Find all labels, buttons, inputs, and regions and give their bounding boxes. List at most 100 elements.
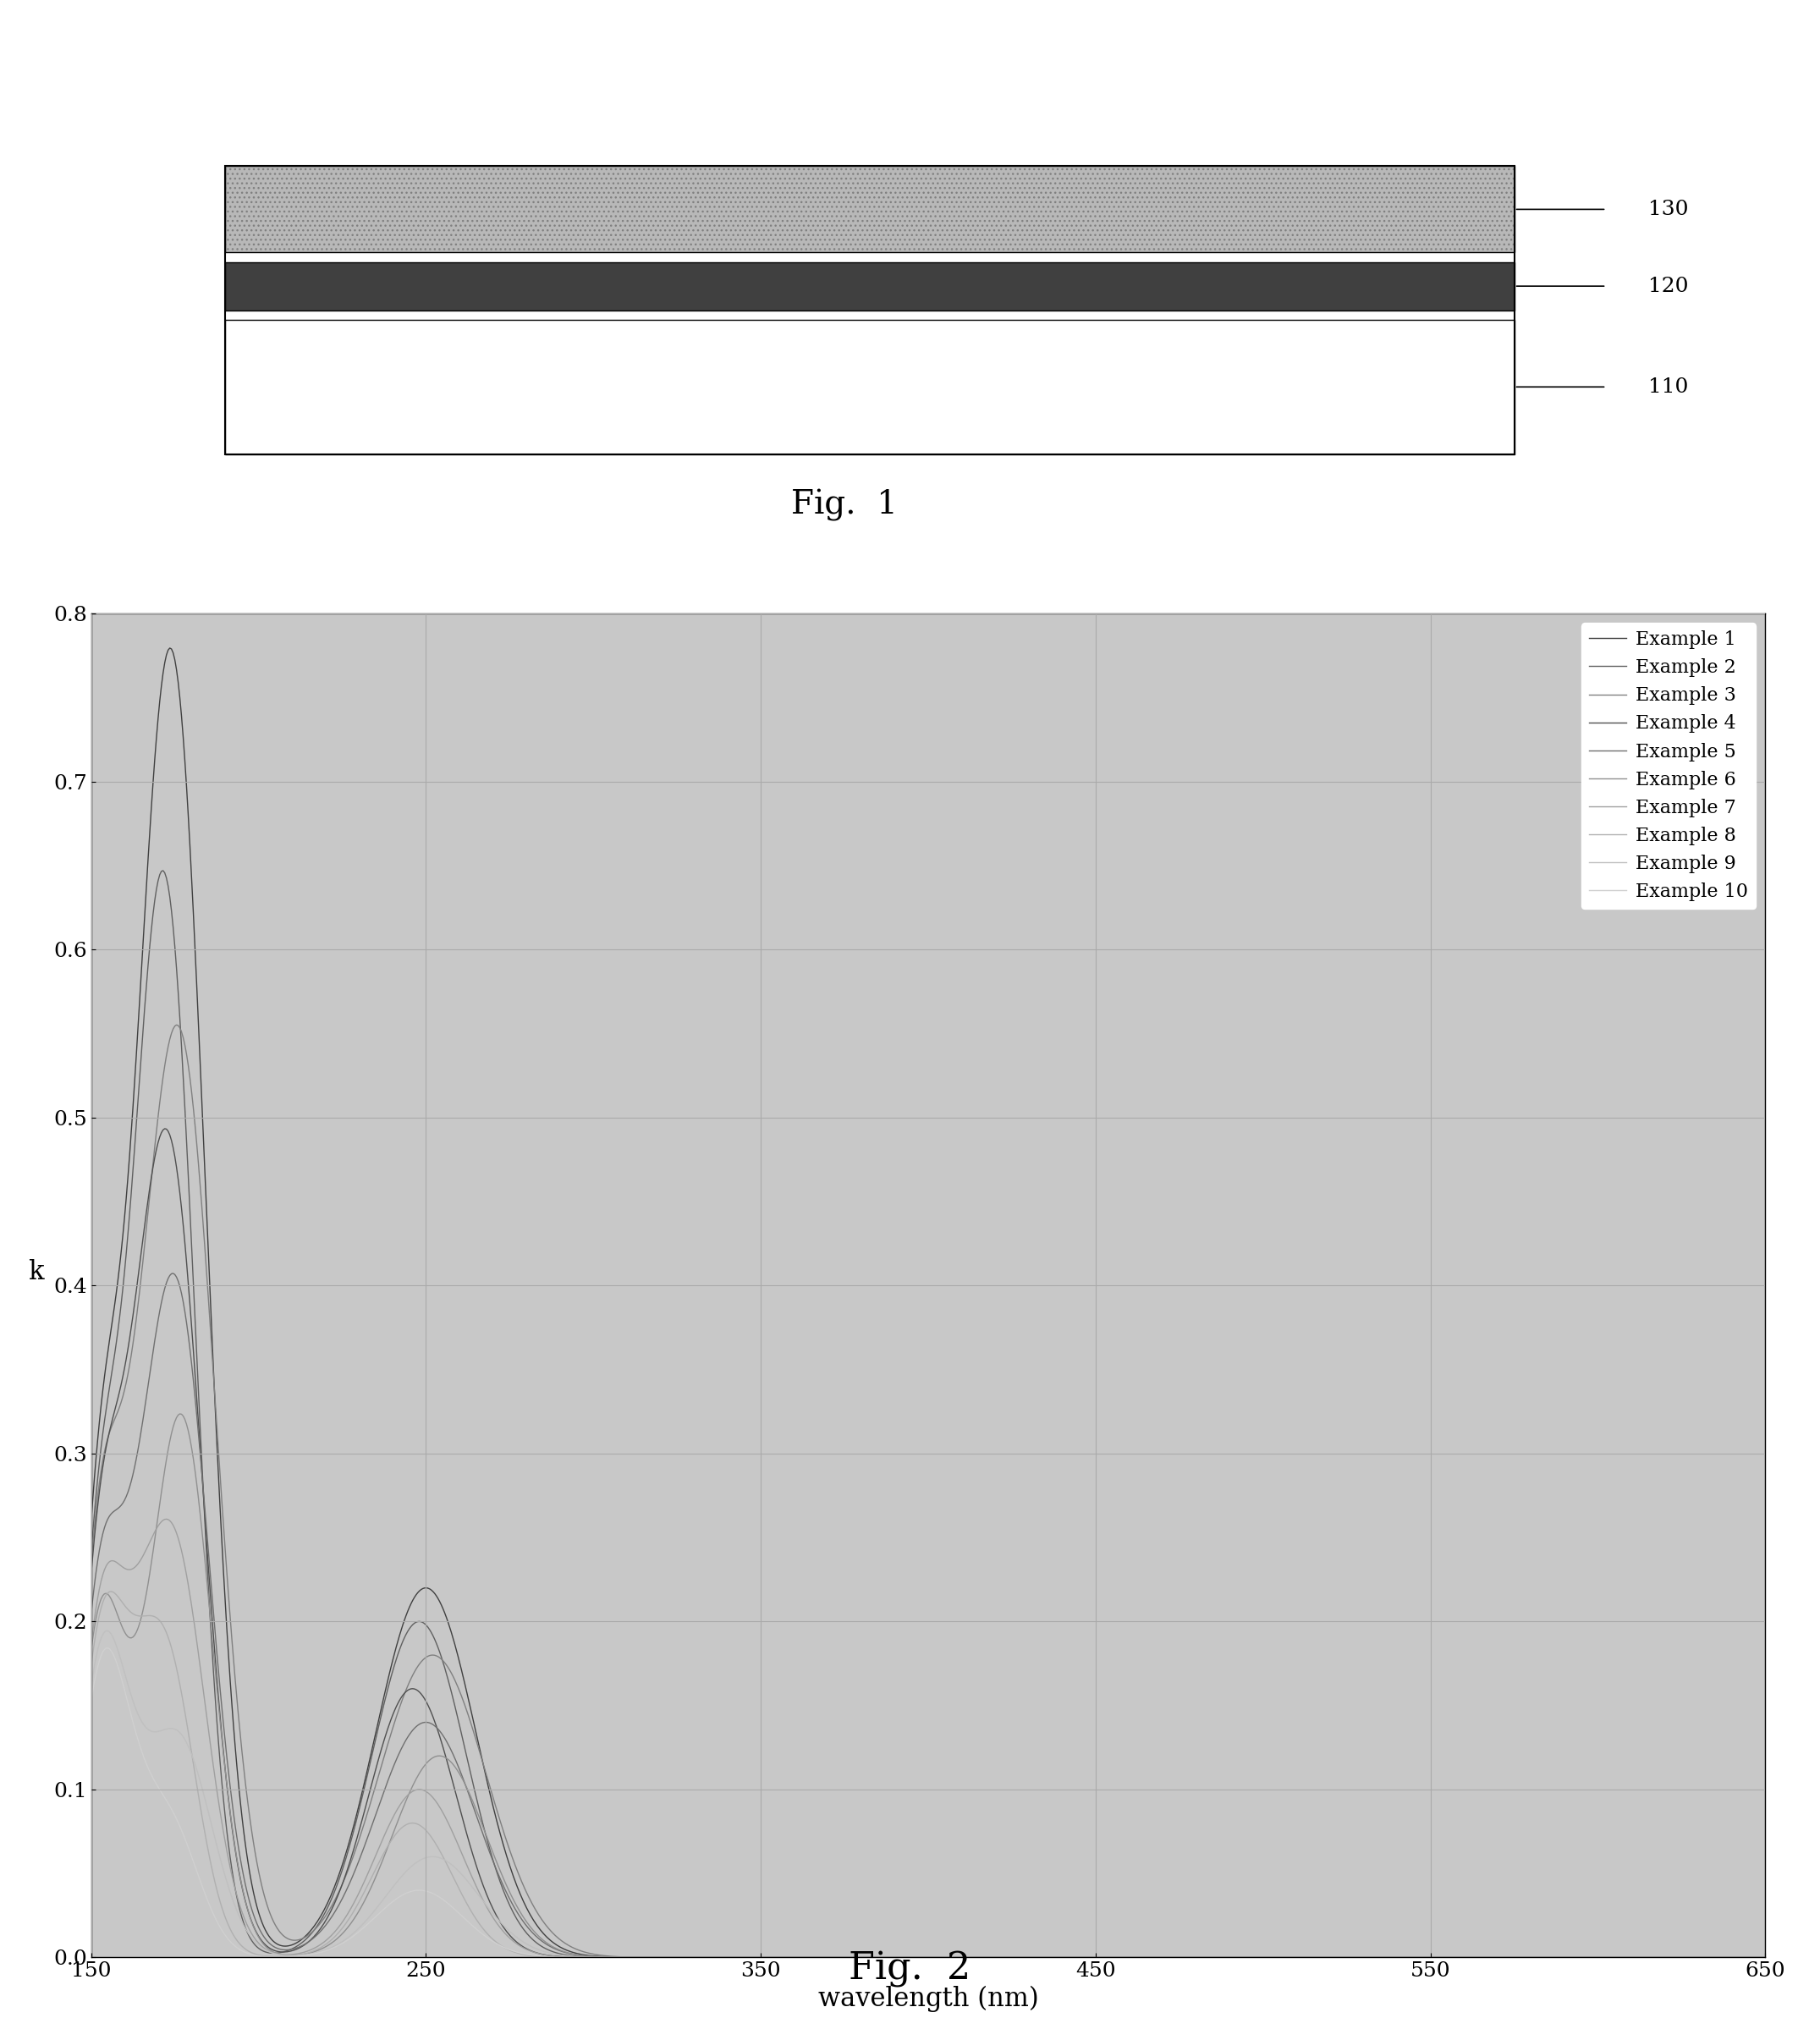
Example 6 [80,1639,102,1663]
Line: Example 2: Example 2 [91,870,1765,1957]
Line: Example 3: Example 3 [91,1025,1765,1957]
Example 6 [759,1945,781,1970]
Example 3 [1232,1945,1254,1970]
Example 9 [80,1675,102,1699]
Example 4 [1754,1945,1776,1970]
Example 2 [1754,1945,1776,1970]
Example 7 [80,1635,102,1659]
Example 1 [80,1509,102,1534]
Example 4 [253,1931,275,1955]
Example 2 [1232,1945,1254,1970]
Line: Example 4: Example 4 [91,1128,1765,1957]
Legend: Example 1, Example 2, Example 3, Example 4, Example 5, Example 6, Example 7, Exa: Example 1, Example 2, Example 3, Example… [1582,624,1756,908]
Example 8 [759,1945,781,1970]
Example 1 [819,1945,841,1970]
Example 7 [1387,1945,1409,1970]
Example 2 [1387,1945,1409,1970]
Example 9 [1418,1945,1440,1970]
Example 1 [1754,1945,1776,1970]
Example 1 [759,1945,781,1970]
Example 7 [155,1507,177,1532]
Example 2 [819,1945,841,1970]
Line: Example 7: Example 7 [91,1520,1765,1957]
Example 2 [153,858,175,882]
Line: Example 5: Example 5 [91,1273,1765,1957]
Example 5 [1754,1945,1776,1970]
Example 2 [1418,1945,1440,1970]
Example 8 [253,1943,275,1968]
Example 5 [162,1261,184,1285]
Example 10 [1418,1945,1440,1970]
Example 10 [253,1945,275,1970]
FancyBboxPatch shape [226,165,1514,252]
Example 3 [819,1945,841,1970]
Example 3 [1418,1945,1440,1970]
Example 6 [169,1403,191,1427]
Example 1 [1387,1945,1409,1970]
Example 8 [1232,1945,1254,1970]
Text: 110: 110 [1649,377,1689,398]
Example 4 [1232,1945,1254,1970]
Example 3 [80,1552,102,1576]
Example 5 [253,1925,275,1949]
Example 5 [1387,1945,1409,1970]
Example 7 [759,1945,781,1970]
Example 7 [1754,1945,1776,1970]
Example 3 [166,1013,187,1037]
Example 8 [100,1580,122,1604]
Example 4 [819,1945,841,1970]
Example 7 [253,1935,275,1959]
Example 5 [1232,1945,1254,1970]
Example 2 [253,1939,275,1964]
Example 1 [158,636,180,660]
Example 9 [1387,1945,1409,1970]
Example 2 [80,1542,102,1566]
Example 5 [819,1945,841,1970]
Text: 130: 130 [1649,200,1689,220]
Example 6 [253,1931,275,1955]
Example 9 [96,1618,118,1643]
Example 9 [819,1945,841,1970]
Line: Example 1: Example 1 [91,648,1765,1957]
Example 6 [1418,1945,1440,1970]
Example 3 [1754,1945,1776,1970]
FancyBboxPatch shape [226,262,1514,311]
Example 10 [759,1945,781,1970]
Example 10 [96,1637,118,1661]
Example 3 [253,1881,275,1905]
Example 1 [1232,1945,1254,1970]
Example 10 [1387,1945,1409,1970]
Example 3 [759,1945,781,1970]
Line: Example 6: Example 6 [91,1415,1765,1957]
Y-axis label: k: k [27,1259,44,1285]
Example 4 [759,1945,781,1970]
Example 4 [80,1564,102,1588]
FancyBboxPatch shape [226,319,1514,454]
Example 4 [1418,1945,1440,1970]
X-axis label: wavelength (nm): wavelength (nm) [817,1986,1039,2012]
Example 10 [1232,1945,1254,1970]
Example 8 [1754,1945,1776,1970]
Text: Fig.  1: Fig. 1 [792,488,897,521]
Example 8 [80,1655,102,1679]
Example 9 [253,1937,275,1961]
Example 7 [1232,1945,1254,1970]
Example 9 [1754,1945,1776,1970]
Example 8 [1418,1945,1440,1970]
Line: Example 10: Example 10 [91,1649,1765,1957]
Example 7 [819,1945,841,1970]
Example 9 [759,1945,781,1970]
Example 5 [1418,1945,1440,1970]
Text: 120: 120 [1649,276,1689,297]
Example 3 [1387,1945,1409,1970]
Text: Fig.  2: Fig. 2 [848,1951,972,1988]
Example 4 [155,1116,177,1140]
Example 10 [80,1689,102,1713]
Example 8 [1387,1945,1409,1970]
Line: Example 9: Example 9 [91,1631,1765,1957]
Example 1 [1418,1945,1440,1970]
Example 8 [819,1945,841,1970]
Example 6 [1232,1945,1254,1970]
Example 2 [759,1945,781,1970]
Example 7 [1418,1945,1440,1970]
